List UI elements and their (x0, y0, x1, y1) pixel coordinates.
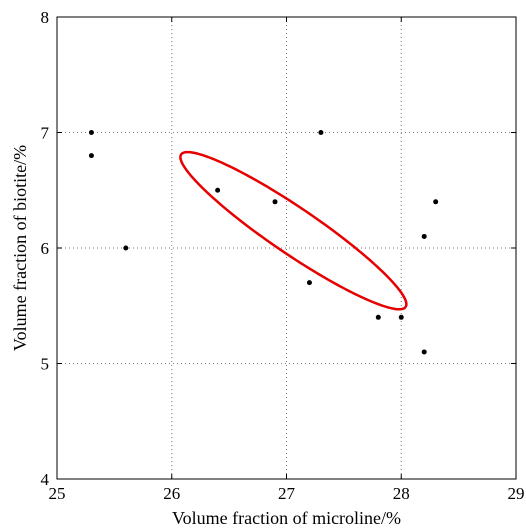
data-point (123, 245, 129, 251)
data-point (215, 187, 221, 193)
x-tick-label: 29 (508, 484, 525, 503)
data-point (421, 233, 427, 239)
x-axis-label: Volume fraction of microline/% (172, 508, 401, 528)
x-tick-label: 25 (49, 484, 66, 503)
y-tick-label: 8 (41, 8, 50, 27)
grid-lines (57, 17, 516, 479)
y-axis-label: Volume fraction of biotite/% (10, 145, 30, 351)
y-tick-label: 6 (41, 239, 50, 258)
confidence-ellipse-layer (179, 150, 408, 311)
data-point (375, 314, 381, 320)
tick-marks (56, 16, 517, 480)
data-point (318, 130, 324, 135)
y-tick-label: 4 (41, 470, 50, 489)
x-tick-label: 26 (163, 484, 180, 503)
y-tick-labels: 4 5 6 7 8 (41, 8, 50, 489)
x-tick-label: 27 (278, 484, 296, 503)
x-tick-labels: 25 26 27 28 29 (49, 484, 525, 503)
x-tick-label: 28 (393, 484, 410, 503)
confidence-ellipse (179, 150, 408, 311)
data-point (433, 199, 439, 205)
data-point (88, 153, 94, 159)
data-point (306, 280, 312, 286)
y-tick-label: 5 (41, 355, 50, 374)
y-tick-label: 7 (41, 124, 50, 143)
data-point (272, 199, 278, 205)
data-point (398, 314, 404, 320)
data-point (88, 130, 94, 135)
data-points (88, 130, 439, 355)
data-point (421, 349, 427, 355)
